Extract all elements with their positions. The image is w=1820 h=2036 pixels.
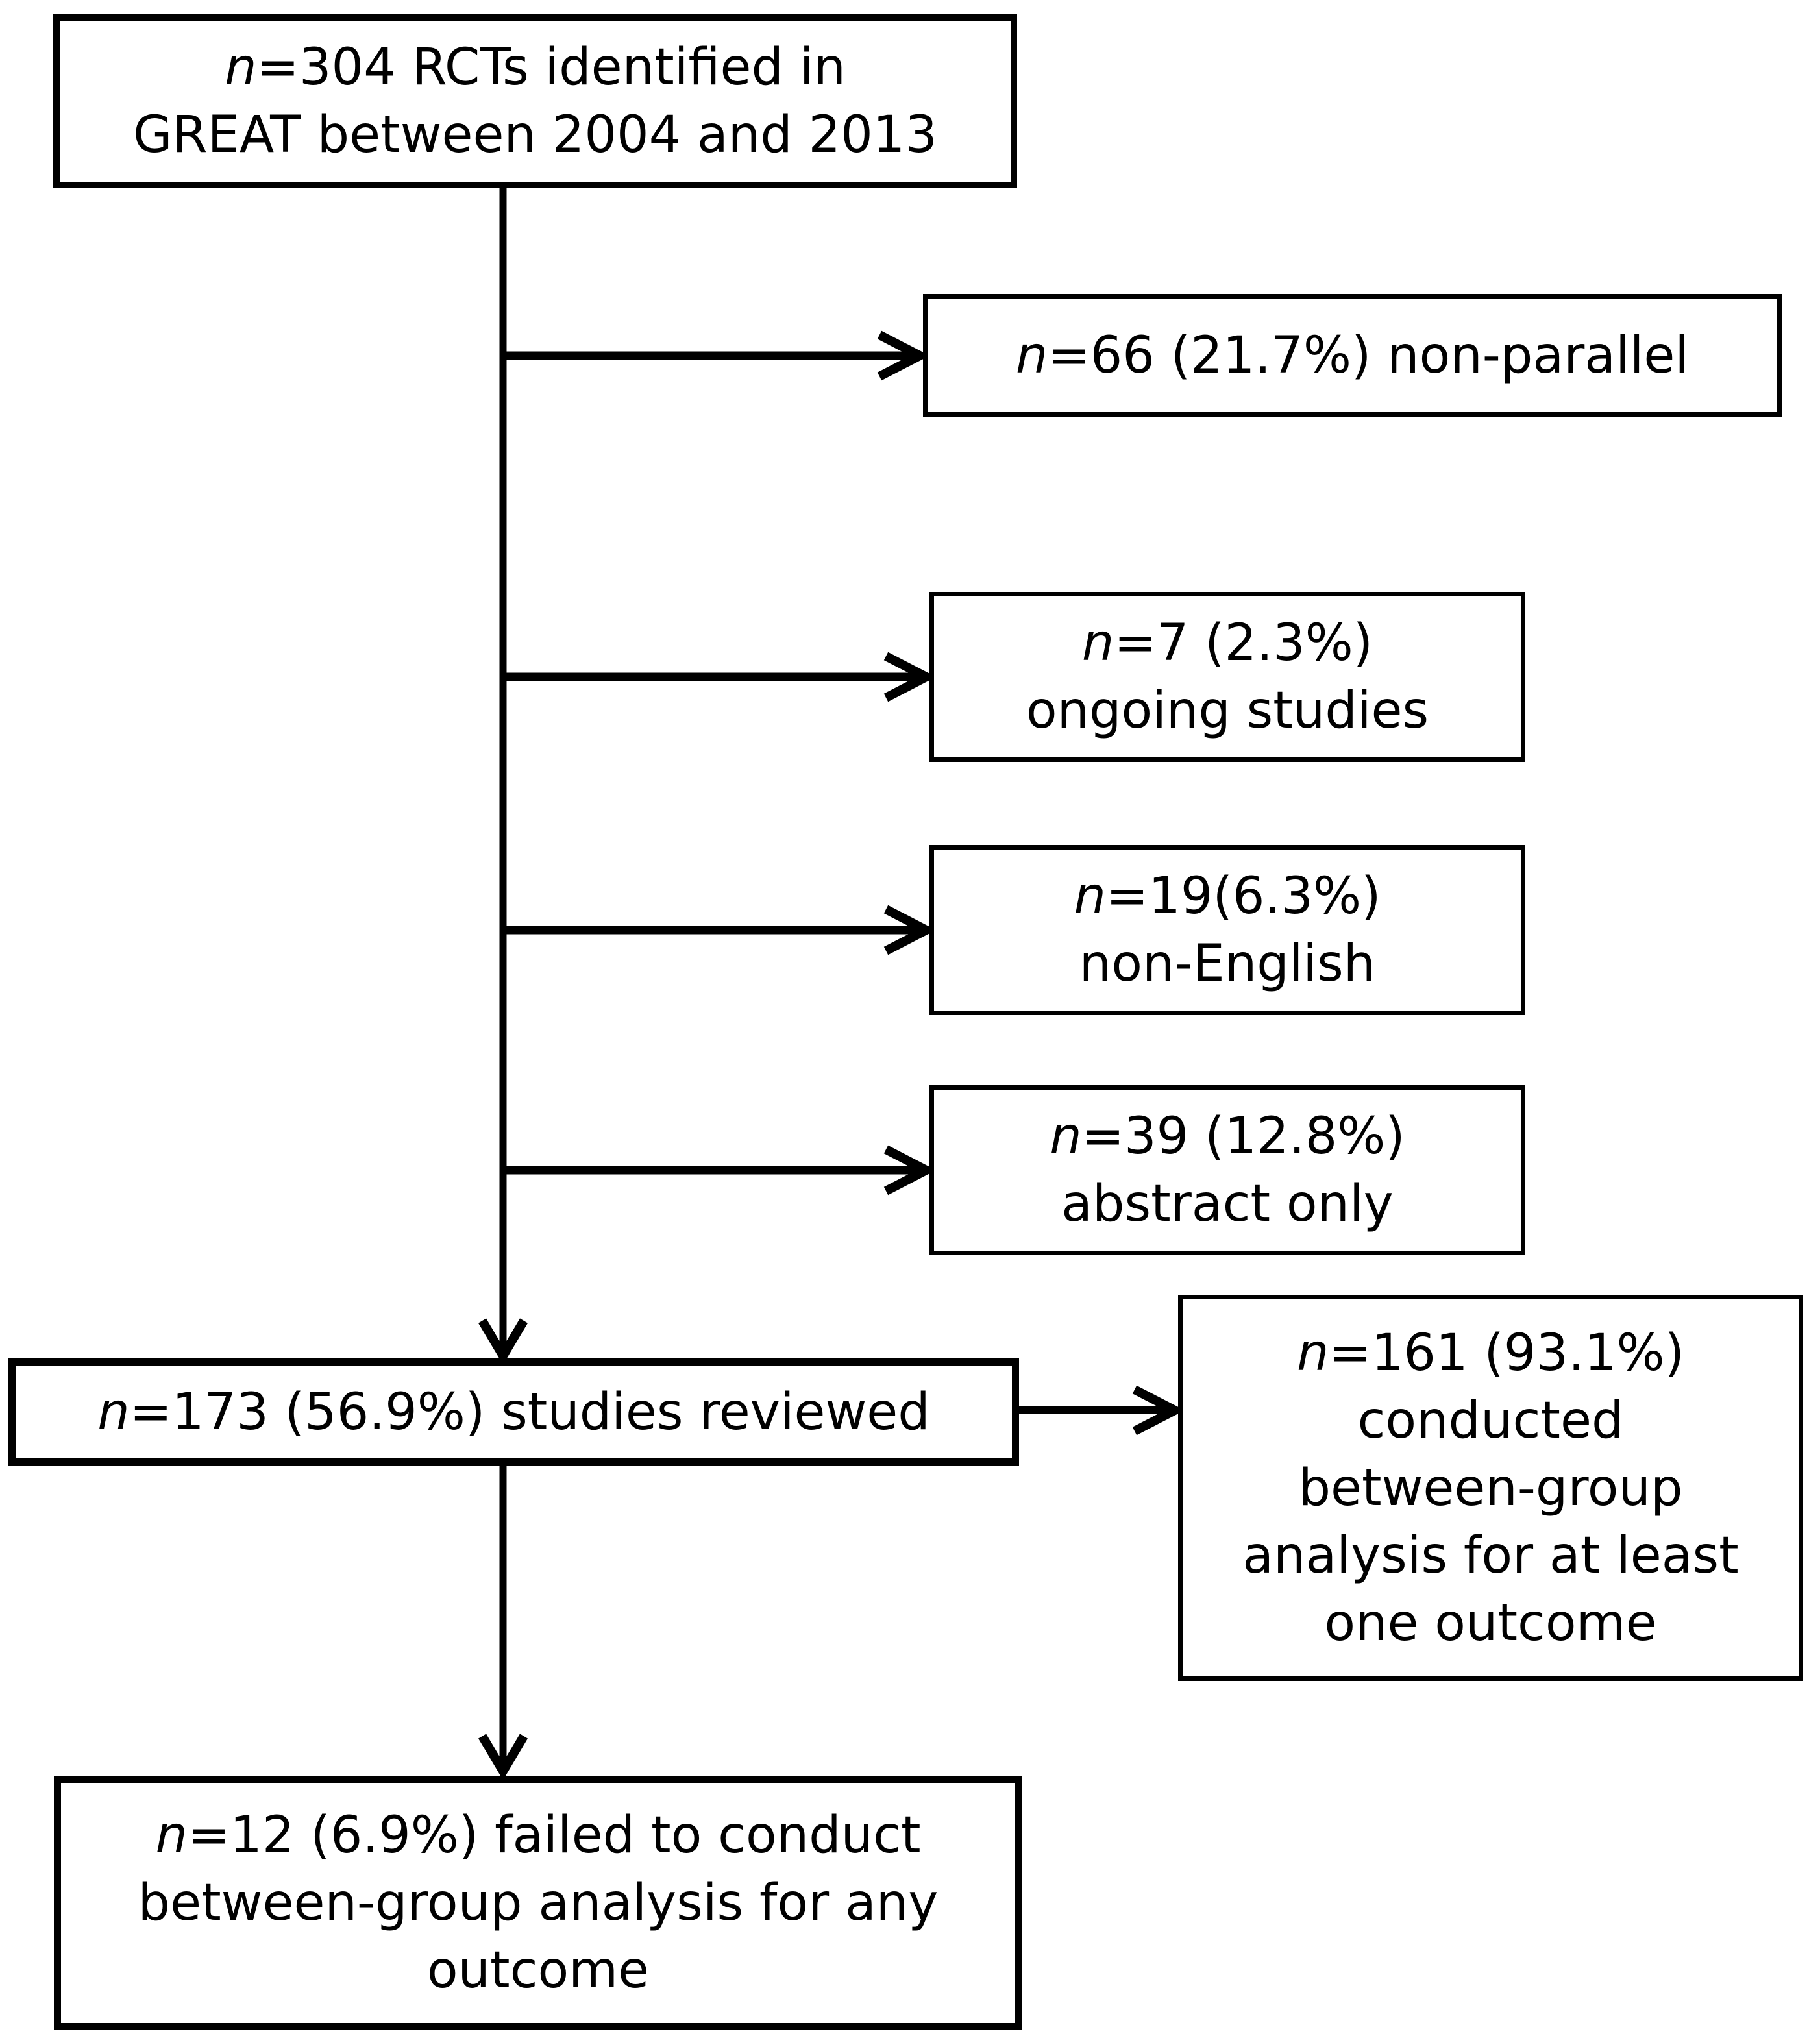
- arrow-identified-to-ongoing: [503, 652, 937, 702]
- node-label-line: between-group analysis for any: [138, 1874, 939, 1932]
- node-label-line: n=304 RCTs identified in: [225, 38, 846, 97]
- arrow-reviewed-to-between-group-failed: [478, 1464, 528, 1780]
- arrow-identified-to-abstract-only: [503, 1145, 937, 1196]
- node-label-line: non-English: [1079, 935, 1376, 993]
- node-label-line: GREAT between 2004 and 2013: [132, 106, 938, 164]
- arrow-identified-to-non-english: [503, 905, 937, 955]
- node-studies-reviewed: n=173 (56.9%) studies reviewed: [8, 1358, 1019, 1466]
- node-label-line: one outcome: [1324, 1593, 1657, 1652]
- node-non-english: n=19(6.3%) non-English: [929, 845, 1525, 1015]
- node-label-line: n=19(6.3%): [1074, 867, 1381, 926]
- arrow-reviewed-to-between-group-done: [1019, 1385, 1185, 1436]
- node-label-line: abstract only: [1061, 1175, 1394, 1233]
- node-label-line: n=161 (93.1%): [1296, 1323, 1685, 1382]
- node-ongoing-studies: n=7 (2.3%) ongoing studies: [929, 592, 1525, 762]
- node-label-line: n=66 (21.7%) non-parallel: [1015, 326, 1690, 385]
- node-identified: n=304 RCTs identified in GREAT between 20…: [53, 14, 1017, 188]
- node-between-group-analysis-done: n=161 (93.1%) conducted between-group analy…: [1178, 1295, 1803, 1681]
- node-abstract-only: n=39 (12.8%) abstract only: [929, 1085, 1525, 1255]
- node-label-line: analysis for at least: [1242, 1526, 1739, 1585]
- node-label-line: n=12 (6.9%) failed to conduct: [155, 1806, 921, 1865]
- arrow-identified-to-reviewed: [478, 187, 528, 1365]
- node-between-group-analysis-failed: n=12 (6.9%) failed to conduct between-gro…: [54, 1776, 1022, 2030]
- node-label-line: between-group: [1298, 1458, 1683, 1517]
- arrow-identified-to-non-parallel: [503, 330, 930, 381]
- node-label-line: ongoing studies: [1026, 681, 1429, 740]
- node-label-line: n=39 (12.8%): [1050, 1107, 1405, 1166]
- node-label-line: n=173 (56.9%) studies reviewed: [97, 1382, 930, 1441]
- node-label-line: outcome: [426, 1941, 650, 2000]
- node-non-parallel: n=66 (21.7%) non-parallel: [923, 294, 1782, 417]
- node-label-line: conducted: [1357, 1391, 1624, 1450]
- node-label-line: n=7 (2.3%): [1081, 614, 1373, 672]
